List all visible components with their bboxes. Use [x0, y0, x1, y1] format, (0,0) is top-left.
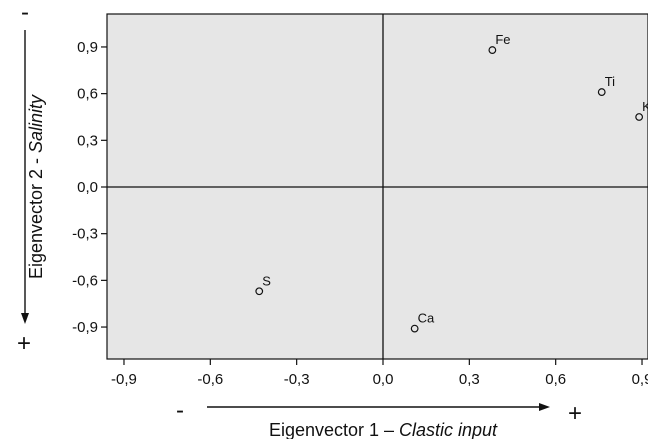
point-ti	[597, 88, 606, 96]
data-points: FeTiKSiAlSCa	[255, 32, 648, 333]
point-label-k: K	[642, 99, 648, 114]
y-tick-label: -0,3	[72, 226, 98, 243]
x-axis-label: Eigenvector 1 – Clastic input	[269, 420, 498, 439]
point-fe	[488, 46, 497, 54]
y-tick-label: 0,0	[77, 179, 98, 196]
x-tick-label: 0,9	[632, 371, 648, 388]
point-label-ca: Ca	[418, 311, 435, 326]
x-tick-label: 0,0	[373, 371, 394, 388]
y-arrow-head	[21, 313, 29, 324]
x-tick-label: -0,3	[284, 371, 310, 388]
y-tick-label: 0,6	[77, 86, 98, 103]
x-tick-label: -0,6	[197, 371, 223, 388]
x-arrow-head	[539, 403, 550, 411]
y-tick-label: 0,3	[77, 132, 98, 149]
y-arrow-minus: -	[21, 0, 29, 26]
x-arrow-plus: +	[568, 400, 582, 427]
point-label-fe: Fe	[495, 32, 510, 47]
point-label-ti: Ti	[605, 74, 615, 89]
y-arrow-plus: +	[17, 330, 31, 357]
x-arrow-minus: -	[176, 397, 184, 424]
y-axis-ticks: 0,9 0,6 0,3 0,0 -0,3 -0,6 -0,9	[72, 39, 107, 336]
x-tick-label: 0,6	[545, 371, 566, 388]
point-label-s: S	[262, 273, 271, 288]
x-tick-label: -0,9	[111, 371, 137, 388]
x-axis-ticks: -0,9 -0,6 -0,3 0,0 0,3 0,6 0,9	[111, 359, 648, 388]
point-s	[255, 287, 264, 296]
point-k	[635, 113, 644, 121]
y-tick-label: -0,6	[72, 272, 98, 289]
y-tick-label: -0,9	[72, 319, 98, 336]
point-ca	[410, 324, 419, 333]
y-tick-label: 0,9	[77, 39, 98, 56]
y-axis-label: Eigenvector 2 - Salinity	[26, 94, 46, 279]
x-tick-label: 0,3	[459, 371, 480, 388]
